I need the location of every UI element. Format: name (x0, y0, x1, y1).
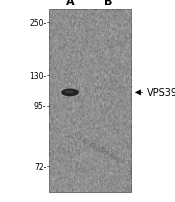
Text: 130-: 130- (29, 71, 46, 80)
Text: B: B (104, 0, 113, 7)
Text: 95-: 95- (34, 102, 46, 110)
Text: A: A (66, 0, 74, 7)
Bar (49, 10, 131, 192)
Ellipse shape (61, 89, 79, 97)
Text: 250-: 250- (29, 19, 46, 28)
Text: 72-: 72- (34, 162, 46, 171)
Text: © ProSci Inc.: © ProSci Inc. (80, 137, 121, 162)
Text: VPS39: VPS39 (147, 88, 175, 98)
Ellipse shape (64, 91, 74, 94)
Bar (88, 10, 90, 192)
